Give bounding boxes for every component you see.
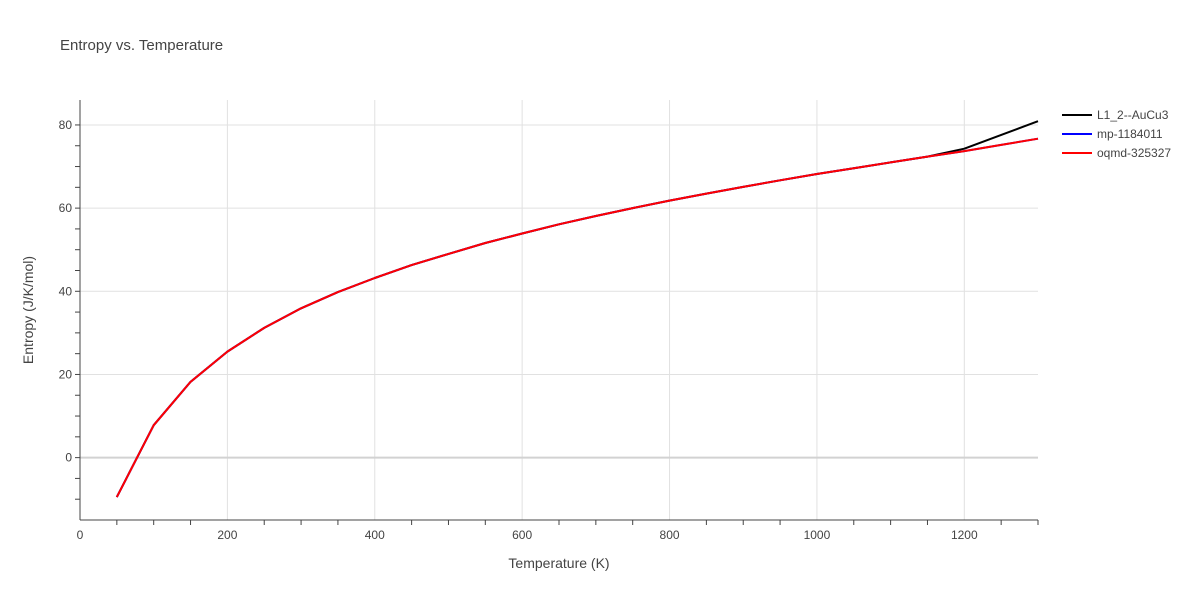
y-tick-label: 80 <box>59 118 73 132</box>
x-tick-label: 1200 <box>951 528 978 542</box>
x-tick-label: 1000 <box>804 528 831 542</box>
y-tick-label: 40 <box>59 284 73 298</box>
axes: 0 200 400 600 800 1000 1200 0 20 40 60 80 <box>59 100 1039 542</box>
legend-item-1[interactable]: mp-1184011 <box>1062 127 1163 141</box>
legend[interactable]: L1_2--AuCu3 mp-1184011 oqmd-325327 <box>1062 108 1171 160</box>
x-tick-label: 0 <box>77 528 84 542</box>
chart-title: Entropy vs. Temperature <box>60 37 223 54</box>
plot-area <box>115 120 1039 498</box>
x-tick-label: 200 <box>217 528 237 542</box>
legend-label: L1_2--AuCu3 <box>1097 108 1169 122</box>
x-axis-title: Temperature (K) <box>508 555 609 571</box>
x-tick-label: 600 <box>512 528 532 542</box>
y-axis-title: Entropy (J/K/mol) <box>20 256 36 364</box>
legend-label: mp-1184011 <box>1097 127 1163 141</box>
x-tick-label: 800 <box>660 528 680 542</box>
y-tick-label: 0 <box>65 451 72 465</box>
y-tick-label: 20 <box>59 367 73 381</box>
legend-item-2[interactable]: oqmd-325327 <box>1062 146 1171 160</box>
legend-item-0[interactable]: L1_2--AuCu3 <box>1062 108 1169 122</box>
x-tick-label: 400 <box>365 528 385 542</box>
series-line-2 <box>115 137 1039 498</box>
legend-label: oqmd-325327 <box>1097 146 1171 160</box>
y-tick-label: 60 <box>59 201 73 215</box>
grid-lines <box>80 100 1038 520</box>
